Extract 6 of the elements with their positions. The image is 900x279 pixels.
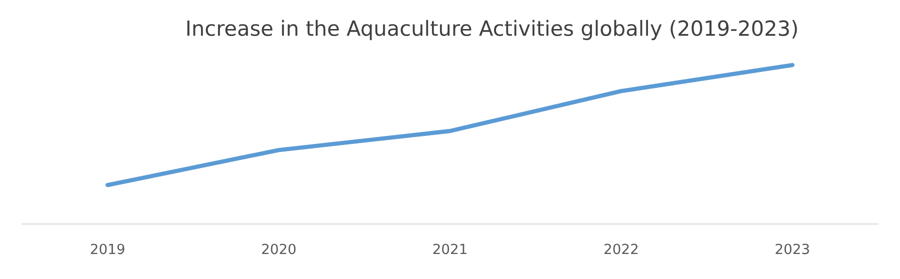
chart-title: Increase in the Aquaculture Activities globally (2019-2023) <box>187 20 797 40</box>
x-tick-label: 2019 <box>90 244 124 254</box>
x-tick-label: 2020 <box>262 244 296 254</box>
x-tick-label: 2021 <box>433 244 466 254</box>
x-tick-label: 2022 <box>604 244 638 254</box>
x-tick-label: 2023 <box>776 244 809 254</box>
